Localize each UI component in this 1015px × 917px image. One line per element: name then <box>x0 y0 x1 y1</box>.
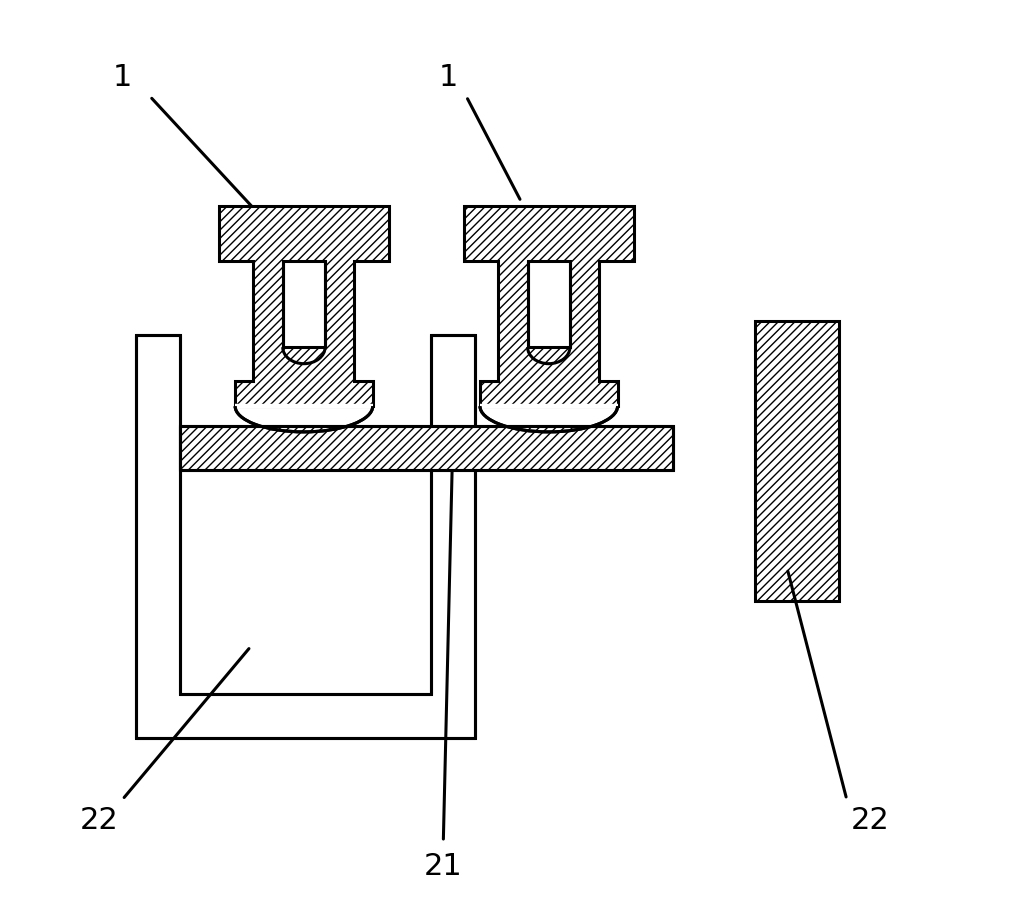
Bar <box>180 426 673 470</box>
Polygon shape <box>219 206 389 406</box>
Text: 22: 22 <box>851 806 889 835</box>
Polygon shape <box>136 335 475 738</box>
Bar <box>528 261 570 348</box>
Bar <box>283 261 325 348</box>
Polygon shape <box>464 206 633 406</box>
Text: 1: 1 <box>113 63 132 93</box>
Text: 22: 22 <box>80 806 119 835</box>
Bar <box>755 321 839 601</box>
Text: 1: 1 <box>438 63 458 93</box>
Text: 21: 21 <box>424 852 463 881</box>
